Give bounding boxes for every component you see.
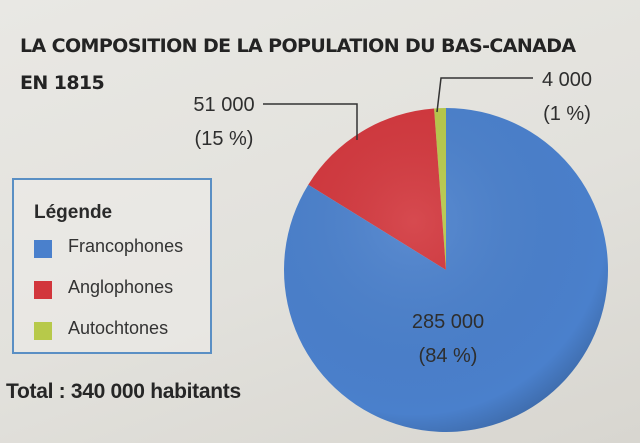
chart-title: LA COMPOSITION DE LA POPULATION DU BAS-C… (20, 28, 620, 102)
label-francophones: 285 000 (84 %) (398, 305, 498, 373)
label-anglophones: 51 000 (15 %) (185, 88, 263, 156)
leader-line-autochtones (436, 77, 533, 113)
percent-label-anglophones: (15 %) (194, 128, 254, 150)
value-label-francophones: 285 000 (411, 311, 485, 333)
legend-label-autochtones: Autochtones (68, 318, 169, 338)
value-label-anglophones: 51 000 (193, 94, 255, 116)
chart-title-line1: LA COMPOSITION DE LA POPULATION DU BAS-C… (20, 35, 576, 57)
legend-title: Légende (34, 202, 113, 223)
legend-swatch-francophones (34, 240, 52, 258)
leader-line-anglophones (263, 103, 358, 140)
label-autochtones: 4 000 (1 %) (533, 63, 601, 131)
percent-label-francophones: (84 %) (418, 345, 478, 367)
legend-swatch-autochtones (34, 322, 52, 340)
total-label: Total : 340 000 habitants (6, 380, 241, 403)
chart-title-line2: EN 1815 (20, 72, 105, 94)
legend-label-anglophones: Anglophones (68, 277, 174, 297)
value-label-autochtones: 4 000 (541, 69, 593, 91)
legend-swatch-anglophones (34, 281, 52, 299)
percent-label-autochtones: (1 %) (543, 103, 591, 125)
legend: Légende Francophones Anglophones Autocht… (12, 178, 212, 354)
legend-label-francophones: Francophones (68, 236, 184, 256)
